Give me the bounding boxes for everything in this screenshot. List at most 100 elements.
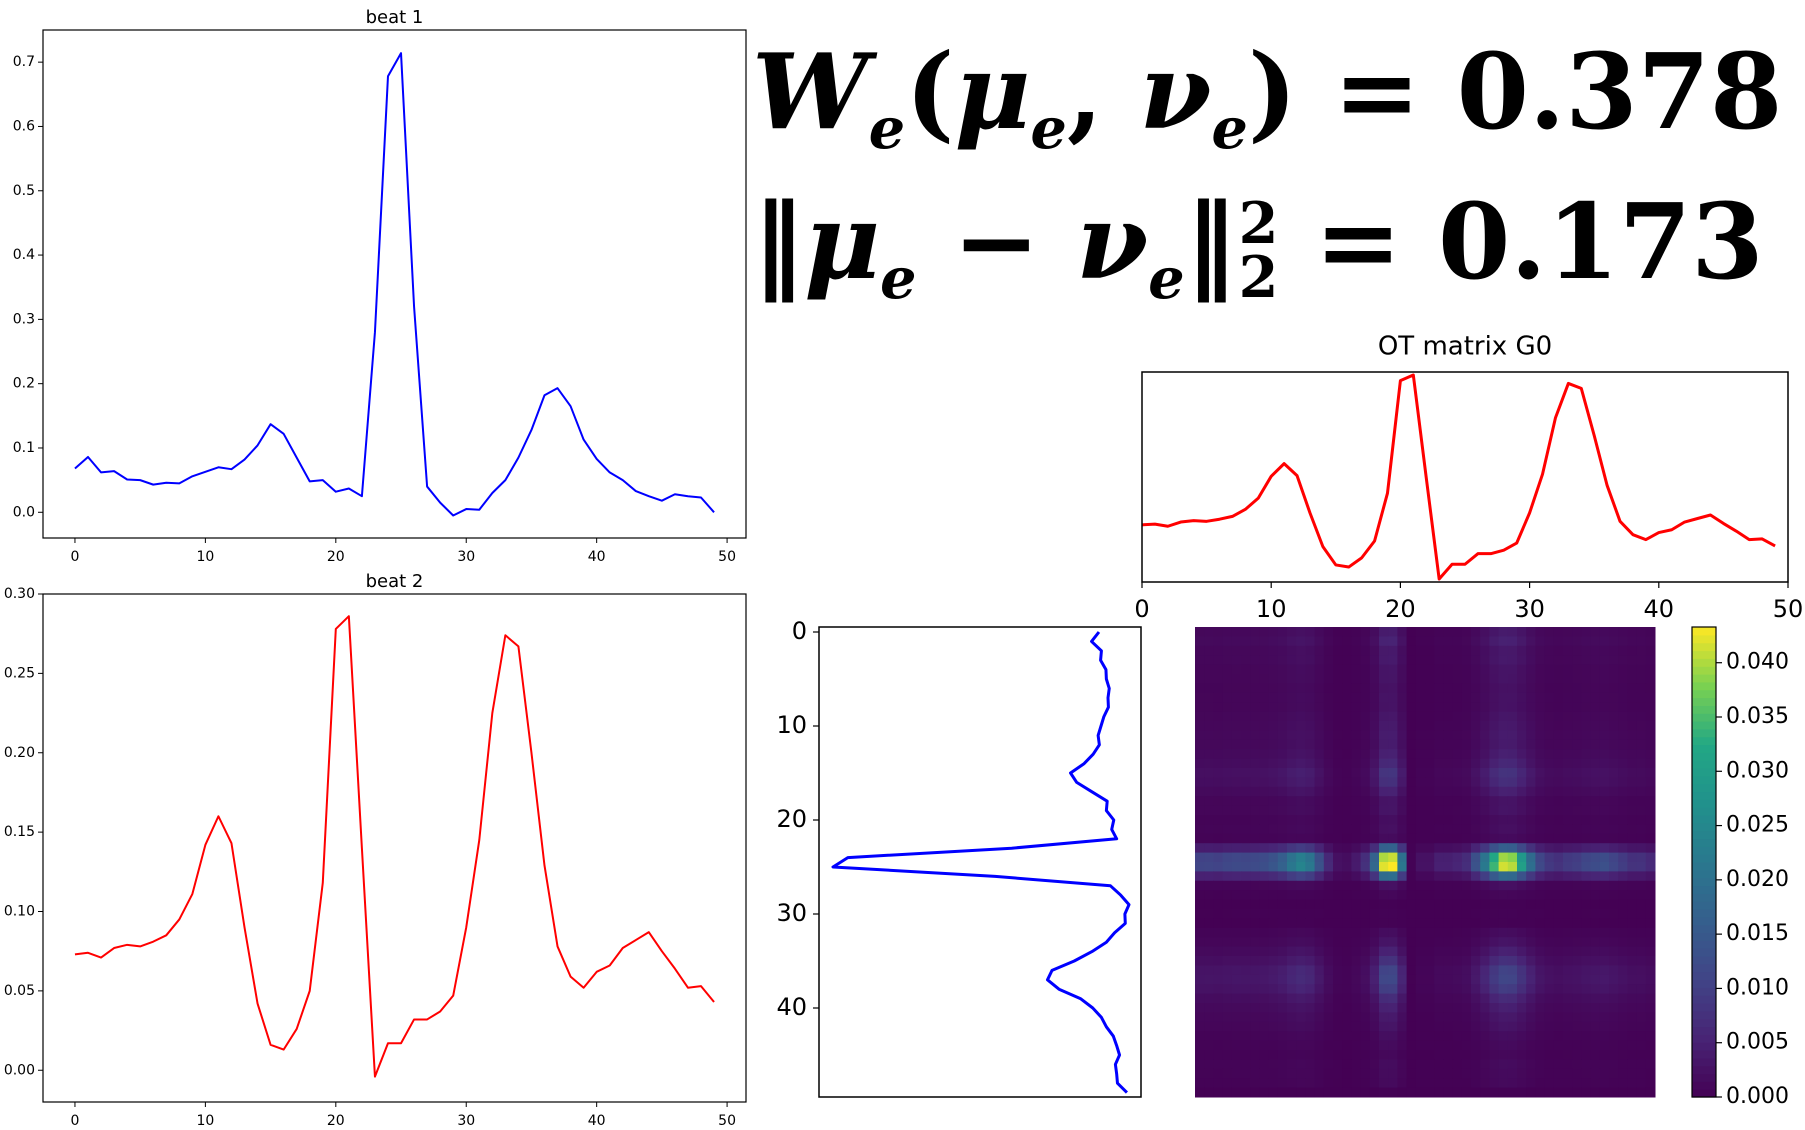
heatmap-cell — [1572, 636, 1582, 647]
heatmap-cell — [1636, 1012, 1647, 1023]
heatmap-cell — [1443, 749, 1454, 760]
heatmap-cell — [1287, 692, 1297, 703]
heatmap-cell — [1553, 1031, 1564, 1042]
heatmap-cell — [1507, 627, 1518, 637]
heatmap-cell — [1305, 824, 1316, 835]
heatmap-cell — [1388, 1031, 1398, 1042]
heatmap-cell — [1379, 899, 1389, 910]
heatmap-cell — [1535, 627, 1546, 637]
heatmap-cell — [1351, 833, 1362, 844]
beat1-ytick-label: 0.3 — [13, 311, 35, 327]
heatmap-cell — [1535, 749, 1546, 760]
heatmap-cell — [1507, 852, 1518, 863]
heatmap-cell — [1360, 833, 1371, 844]
heatmap-cell — [1213, 636, 1224, 647]
heatmap-cell — [1259, 824, 1270, 835]
heatmap-cell — [1507, 796, 1518, 807]
heatmap-cell — [1259, 974, 1270, 985]
heatmap-cell — [1259, 664, 1270, 675]
heatmap-cell — [1241, 927, 1251, 938]
heatmap-cell — [1277, 852, 1288, 863]
heatmap-cell — [1415, 1021, 1426, 1032]
heatmap-cell — [1204, 796, 1214, 807]
heatmap-cell — [1360, 815, 1371, 825]
heatmap-cell — [1627, 852, 1638, 863]
heatmap-cell — [1277, 645, 1288, 656]
heatmap-cell — [1461, 796, 1472, 807]
heatmap-cell — [1526, 880, 1536, 891]
heatmap-cell — [1618, 918, 1628, 929]
heatmap-cell — [1259, 852, 1270, 863]
heatmap-cell — [1333, 674, 1343, 684]
heatmap-cell — [1572, 645, 1582, 656]
colorbar-segment — [1692, 948, 1716, 957]
heatmap-cell — [1526, 768, 1536, 778]
heatmap-cell — [1517, 1012, 1527, 1023]
heatmap-cell — [1323, 815, 1334, 825]
heatmap-cell — [1572, 984, 1582, 995]
heatmap-cell — [1250, 871, 1260, 882]
heatmap-cell — [1305, 890, 1316, 901]
heatmap-cell — [1471, 1087, 1481, 1098]
heatmap-cell — [1231, 974, 1242, 985]
heatmap-cell — [1645, 1050, 1656, 1060]
heatmap-cell — [1195, 796, 1205, 807]
heatmap-cell — [1314, 824, 1325, 835]
heatmap-cell — [1535, 1087, 1546, 1098]
heatmap-cell — [1581, 664, 1592, 675]
heatmap-cell — [1204, 890, 1214, 901]
heatmap-cell — [1342, 702, 1352, 713]
heatmap-cell — [1517, 993, 1527, 1004]
heatmap-cell — [1563, 974, 1573, 985]
heatmap-cell — [1195, 655, 1205, 666]
heatmap-cell — [1323, 984, 1334, 995]
heatmap-cell — [1563, 899, 1573, 910]
heatmap-cell — [1563, 655, 1573, 666]
heatmap-cell — [1507, 956, 1518, 966]
heatmap-cell — [1259, 918, 1270, 929]
heatmap-cell — [1388, 721, 1398, 731]
heatmap-cell — [1369, 721, 1380, 731]
heatmap-cell — [1323, 645, 1334, 656]
heatmap-cell — [1627, 993, 1638, 1004]
heatmap-cell — [1222, 899, 1233, 910]
heatmap-cell — [1195, 1068, 1205, 1079]
heatmap-cell — [1323, 805, 1334, 816]
heatmap-cell — [1222, 1059, 1233, 1070]
heatmap-cell — [1618, 843, 1628, 854]
heatmap-cell — [1406, 871, 1417, 882]
heatmap-cell — [1250, 636, 1260, 647]
heatmap-cell — [1342, 1031, 1352, 1042]
heatmap-cell — [1323, 880, 1334, 891]
heatmap-cell — [1351, 1012, 1362, 1023]
heatmap-cell — [1213, 843, 1224, 854]
heatmap-cell — [1213, 937, 1224, 948]
heatmap-cell — [1636, 833, 1647, 844]
heatmap-cell — [1498, 984, 1509, 995]
heatmap-cell — [1406, 1078, 1417, 1089]
heatmap-cell — [1563, 730, 1573, 741]
heatmap-cell — [1452, 627, 1463, 637]
heatmap-cell — [1360, 627, 1371, 637]
heatmap-cell — [1195, 711, 1205, 722]
heatmap-cell — [1618, 664, 1628, 675]
heatmap-cell — [1415, 768, 1426, 778]
heatmap-cell — [1379, 664, 1389, 675]
colorbar-tick-label: 0.030 — [1726, 758, 1789, 783]
heatmap-cell — [1222, 1003, 1233, 1013]
heatmap-cell — [1434, 824, 1444, 835]
heatmap-cell — [1535, 768, 1546, 778]
heatmap-cell — [1627, 805, 1638, 816]
heatmap-cell — [1333, 711, 1343, 722]
heatmap-cell — [1618, 749, 1628, 760]
heatmap-cell — [1572, 739, 1582, 750]
heatmap-cell — [1434, 711, 1444, 722]
heatmap-cell — [1314, 871, 1325, 882]
heatmap-cell — [1296, 739, 1306, 750]
heatmap-cell — [1553, 909, 1564, 919]
heatmap-cell — [1590, 674, 1601, 684]
heatmap-cell — [1406, 909, 1417, 919]
heatmap-cell — [1498, 655, 1509, 666]
heatmap-cell — [1222, 965, 1233, 976]
heatmap-cell — [1268, 1059, 1279, 1070]
